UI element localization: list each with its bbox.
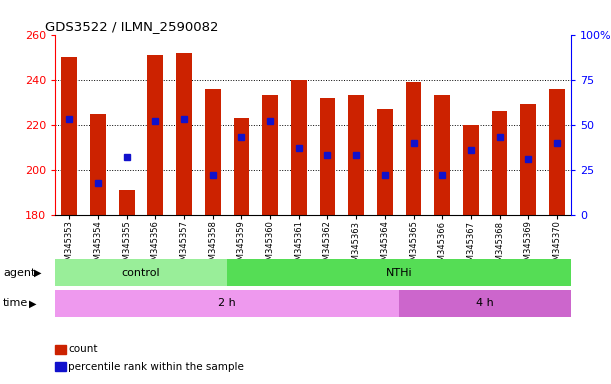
Bar — [62, 57, 77, 215]
Bar — [119, 190, 134, 215]
Bar — [463, 125, 479, 215]
Bar — [233, 118, 249, 215]
Bar — [434, 96, 450, 215]
Bar — [262, 96, 278, 215]
Bar — [90, 114, 106, 215]
Bar — [205, 89, 221, 215]
Text: control: control — [122, 268, 160, 278]
Bar — [176, 53, 192, 215]
Text: ▶: ▶ — [29, 298, 36, 308]
Text: count: count — [68, 344, 98, 354]
Bar — [399, 290, 571, 317]
Text: agent: agent — [3, 268, 35, 278]
Bar — [348, 96, 364, 215]
Text: ▶: ▶ — [34, 268, 41, 278]
Bar — [320, 98, 335, 215]
Bar — [377, 109, 393, 215]
Text: 4 h: 4 h — [477, 298, 494, 308]
Bar — [55, 259, 227, 286]
Text: time: time — [3, 298, 28, 308]
Text: NTHi: NTHi — [386, 268, 412, 278]
Bar — [291, 80, 307, 215]
Bar — [147, 55, 163, 215]
Text: percentile rank within the sample: percentile rank within the sample — [68, 362, 244, 372]
Text: 2 h: 2 h — [218, 298, 236, 308]
Bar — [492, 111, 508, 215]
Bar — [521, 104, 536, 215]
Bar — [549, 89, 565, 215]
Bar — [406, 82, 422, 215]
Text: GDS3522 / ILMN_2590082: GDS3522 / ILMN_2590082 — [45, 20, 218, 33]
Bar — [227, 259, 571, 286]
Bar — [55, 290, 399, 317]
